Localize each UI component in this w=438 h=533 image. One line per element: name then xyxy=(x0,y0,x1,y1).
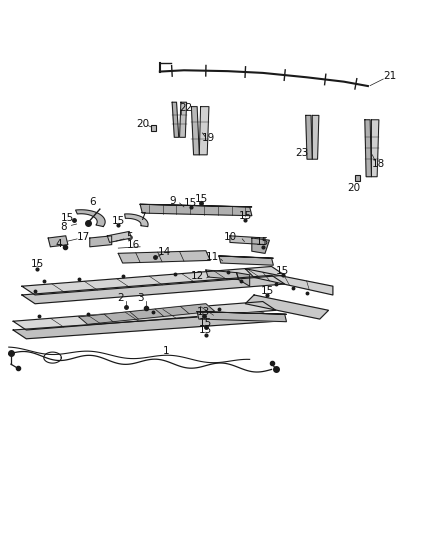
Text: 11: 11 xyxy=(206,252,219,262)
Text: 14: 14 xyxy=(158,247,171,257)
Polygon shape xyxy=(230,236,265,245)
Text: 2: 2 xyxy=(117,294,124,303)
Bar xyxy=(151,125,156,131)
Polygon shape xyxy=(79,304,215,324)
Polygon shape xyxy=(22,266,285,295)
Text: 20: 20 xyxy=(347,183,360,192)
Polygon shape xyxy=(371,120,379,177)
Polygon shape xyxy=(48,236,68,247)
Text: 7: 7 xyxy=(139,213,146,222)
Polygon shape xyxy=(22,275,285,304)
Text: 15: 15 xyxy=(61,213,74,223)
Polygon shape xyxy=(76,210,105,227)
Text: 12: 12 xyxy=(191,271,204,281)
Polygon shape xyxy=(197,312,286,322)
Text: 3: 3 xyxy=(137,294,144,303)
Polygon shape xyxy=(237,273,250,286)
Polygon shape xyxy=(219,256,273,265)
Polygon shape xyxy=(13,302,276,330)
Polygon shape xyxy=(365,120,371,177)
Polygon shape xyxy=(245,295,328,319)
Polygon shape xyxy=(140,204,252,207)
Text: 23: 23 xyxy=(296,149,309,158)
Polygon shape xyxy=(206,270,239,280)
Text: 15: 15 xyxy=(199,318,212,328)
Polygon shape xyxy=(219,256,273,258)
Polygon shape xyxy=(140,204,252,216)
Polygon shape xyxy=(199,107,209,155)
Text: 1: 1 xyxy=(163,345,170,356)
Polygon shape xyxy=(172,102,179,138)
Text: 17: 17 xyxy=(77,232,90,242)
Polygon shape xyxy=(245,269,333,295)
Text: 15: 15 xyxy=(261,286,274,296)
Text: 19: 19 xyxy=(201,133,215,143)
Polygon shape xyxy=(180,102,187,138)
Text: 10: 10 xyxy=(223,232,237,242)
Text: 22: 22 xyxy=(180,103,193,113)
Text: 8: 8 xyxy=(60,222,67,232)
Polygon shape xyxy=(197,312,286,314)
Polygon shape xyxy=(107,231,131,243)
Text: 6: 6 xyxy=(89,197,96,207)
Text: 4: 4 xyxy=(55,239,62,249)
Text: 9: 9 xyxy=(170,196,177,206)
Text: 15: 15 xyxy=(256,237,269,247)
Text: 15: 15 xyxy=(199,325,212,335)
Polygon shape xyxy=(90,236,112,247)
Text: 15: 15 xyxy=(195,193,208,204)
Polygon shape xyxy=(191,107,199,155)
Polygon shape xyxy=(312,115,319,159)
Text: 20: 20 xyxy=(136,119,149,129)
Text: 5: 5 xyxy=(126,232,133,242)
Text: 15: 15 xyxy=(112,215,125,225)
Polygon shape xyxy=(252,238,269,253)
Text: 21: 21 xyxy=(383,71,396,81)
Text: 13: 13 xyxy=(197,306,210,317)
Text: 18: 18 xyxy=(372,159,385,168)
Text: 16: 16 xyxy=(127,240,140,251)
Polygon shape xyxy=(125,214,148,227)
Bar xyxy=(355,175,360,181)
Text: 15: 15 xyxy=(276,266,289,276)
Polygon shape xyxy=(306,115,312,159)
Text: 15: 15 xyxy=(239,211,252,221)
Polygon shape xyxy=(13,312,276,339)
Text: 15: 15 xyxy=(184,198,197,208)
Text: 15: 15 xyxy=(31,260,44,269)
Polygon shape xyxy=(118,251,210,263)
